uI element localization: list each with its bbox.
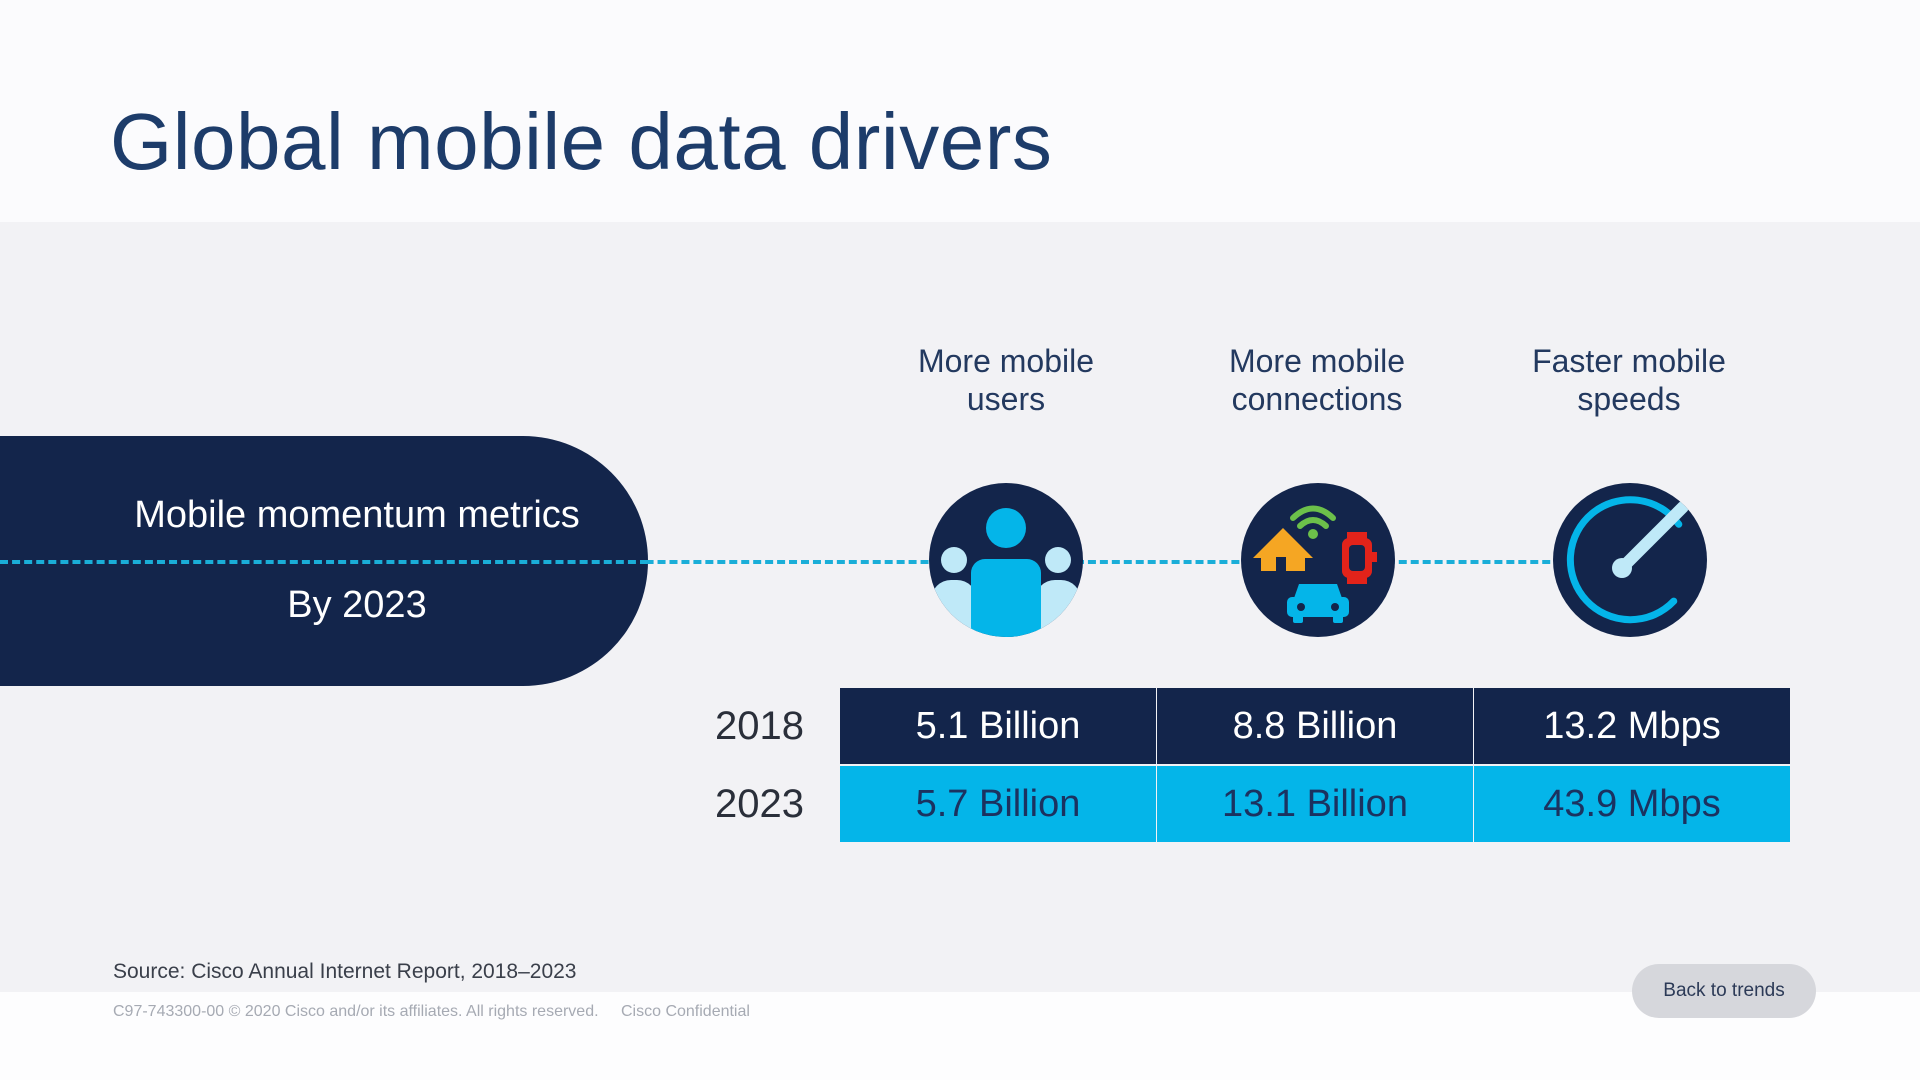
footer (0, 992, 1920, 1080)
timeline-dashed-line (0, 560, 1610, 564)
driver-label-users: More mobile users (876, 342, 1136, 418)
row-label-2018: 2018 (715, 704, 804, 748)
cell-2018-connections: 8.8 Billion (1157, 688, 1473, 764)
driver-label-connections: More mobile connections (1187, 342, 1447, 418)
driver-label-line: connections (1231, 381, 1403, 417)
driver-label-speeds: Faster mobile speeds (1499, 342, 1759, 418)
pill-subtitle: By 2023 (287, 584, 427, 626)
page-title: Global mobile data drivers (110, 97, 1053, 186)
speedometer-icon (1553, 483, 1707, 637)
pill-title: Mobile momentum metrics (134, 494, 580, 536)
driver-label-line: More mobile (917, 343, 1095, 379)
driver-label-line: speeds (1577, 381, 1681, 417)
legal-line: C97-743300-00 © 2020 Cisco and/or its af… (113, 1003, 768, 1021)
copyright-text: C97-743300-00 © 2020 Cisco and/or its af… (113, 1003, 599, 1020)
cell-2023-connections: 13.1 Billion (1157, 766, 1473, 842)
back-to-trends-button[interactable]: Back to trends (1632, 964, 1816, 1018)
header: Global mobile data drivers (0, 0, 1920, 222)
cell-2018-users: 5.1 Billion (840, 688, 1156, 764)
row-label-2023: 2023 (715, 782, 804, 826)
connected-devices-icon (1241, 483, 1395, 637)
cell-2023-speeds: 43.9 Mbps (1474, 766, 1790, 842)
momentum-pill: Mobile momentum metrics By 2023 (0, 436, 648, 686)
source-note: Source: Cisco Annual Internet Report, 20… (113, 960, 577, 983)
confidential-text: Cisco Confidential (620, 1003, 750, 1020)
users-icon (929, 483, 1083, 637)
driver-label-line: More mobile (1228, 343, 1406, 379)
driver-label-line: users (966, 381, 1046, 417)
driver-label-line: Faster mobile (1532, 343, 1726, 379)
cell-2023-users: 5.7 Billion (840, 766, 1156, 842)
pill-dashed-line (0, 560, 648, 564)
cell-2018-speeds: 13.2 Mbps (1474, 688, 1790, 764)
